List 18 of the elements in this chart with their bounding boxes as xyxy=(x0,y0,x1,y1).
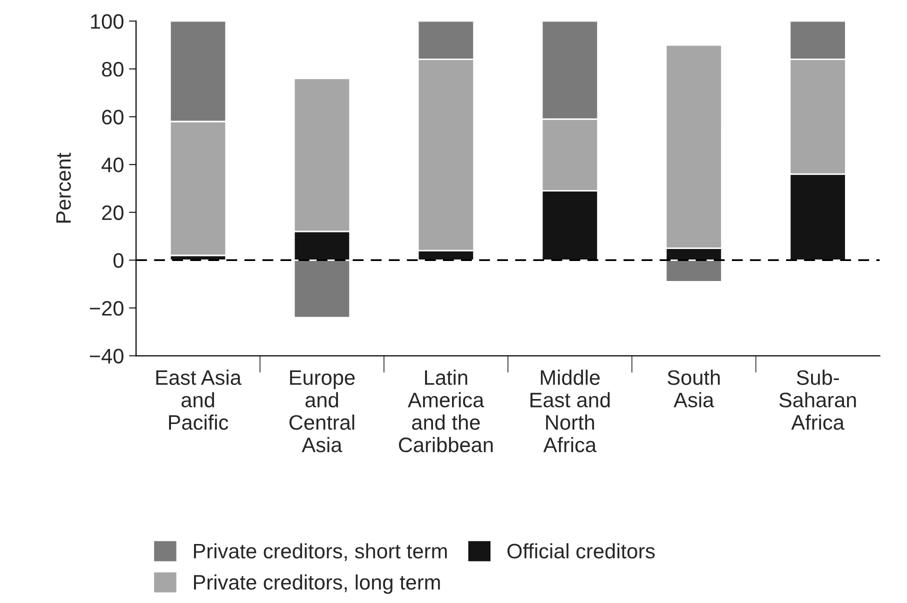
x-tick-label: Sub- Saharan Africa xyxy=(779,370,856,430)
legend-label: Private creditors, short term xyxy=(194,543,447,561)
x-tick-label: East Asia and Pacific xyxy=(156,370,242,430)
y-tick-label: 100 xyxy=(91,14,124,29)
y-tick-label: 60 xyxy=(102,110,124,124)
y-tick-label: 80 xyxy=(102,62,124,77)
y-tick-label: −20 xyxy=(90,300,124,316)
x-tick-label: Middle East and North Africa xyxy=(530,370,610,452)
x-tick-label: Latin America and the Caribbean xyxy=(398,370,493,452)
x-tick-label: Europe and Central Asia xyxy=(289,370,355,452)
y-tick-label: 0 xyxy=(113,253,124,268)
y-tick-label: 20 xyxy=(102,205,124,220)
legend-label: Official creditors xyxy=(507,543,655,559)
legend-label: Private creditors, long term xyxy=(194,574,440,594)
y-axis-title: Percent xyxy=(56,152,71,223)
y-tick-label: −40 xyxy=(90,348,124,364)
y-tick-label: 40 xyxy=(102,158,124,172)
x-tick-label: South Asia xyxy=(668,370,720,408)
